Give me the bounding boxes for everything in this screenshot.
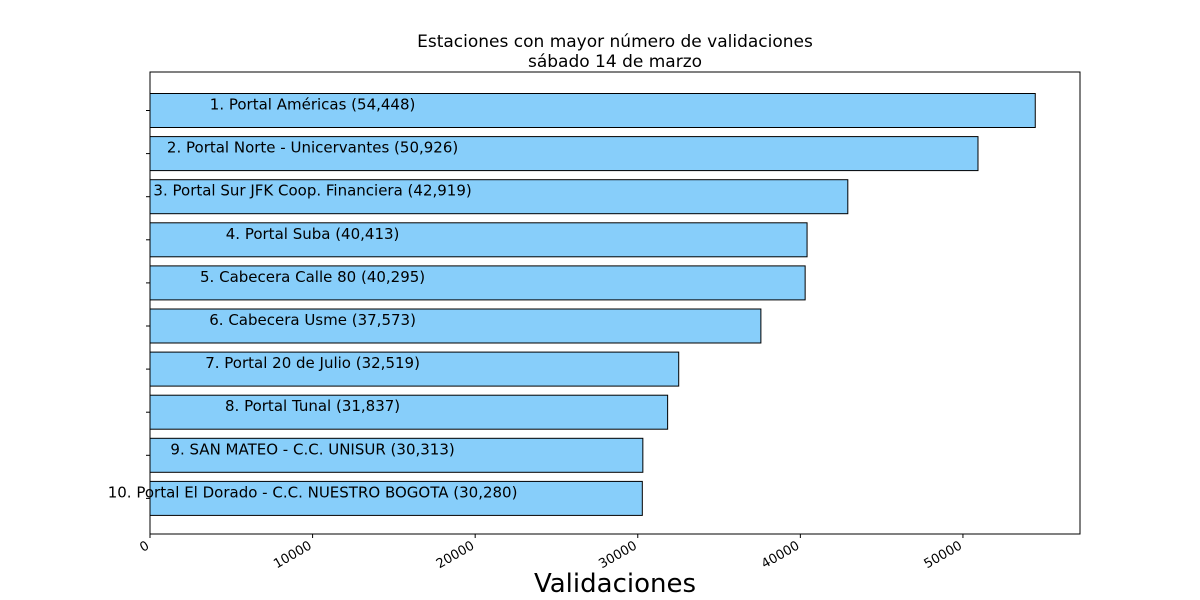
bar: [149, 179, 849, 215]
bar-label: 3. Portal Sur JFK Coop. Financiera (42,9…: [153, 182, 471, 200]
bar-label: 10. Portal El Dorado - C.C. NUESTRO BOGO…: [108, 483, 518, 501]
bar-label: 8. Portal Tunal (31,837): [225, 397, 400, 415]
bar: [149, 480, 643, 516]
bar: [149, 136, 979, 172]
bar: [149, 222, 808, 258]
chart-subtitle: sábado 14 de marzo: [527, 52, 703, 72]
bar-label: 5. Cabecera Calle 80 (40,295): [200, 268, 425, 286]
bar-label: 4. Portal Suba (40,413): [226, 225, 400, 243]
bar-label: 2. Portal Norte - Unicervantes (50,926): [167, 139, 458, 157]
bar-label: 7. Portal 20 de Julio (32,519): [205, 354, 420, 372]
chart-title: Estaciones con mayor número de validacio…: [417, 32, 813, 52]
bar-label: 1. Portal Américas (54,448): [210, 96, 416, 114]
bar: [149, 394, 669, 430]
x-axis-label: Validaciones: [533, 569, 697, 599]
bar: [149, 308, 762, 344]
x-tick-label: 0: [137, 538, 152, 555]
bar: [149, 265, 806, 301]
bar-label: 6. Cabecera Usme (37,573): [209, 311, 416, 329]
bar-label: 9. SAN MATEO - C.C. UNISUR (30,313): [170, 440, 454, 458]
plot-frame: [149, 71, 1081, 535]
bar: [149, 351, 680, 387]
bar: [149, 93, 1036, 128]
